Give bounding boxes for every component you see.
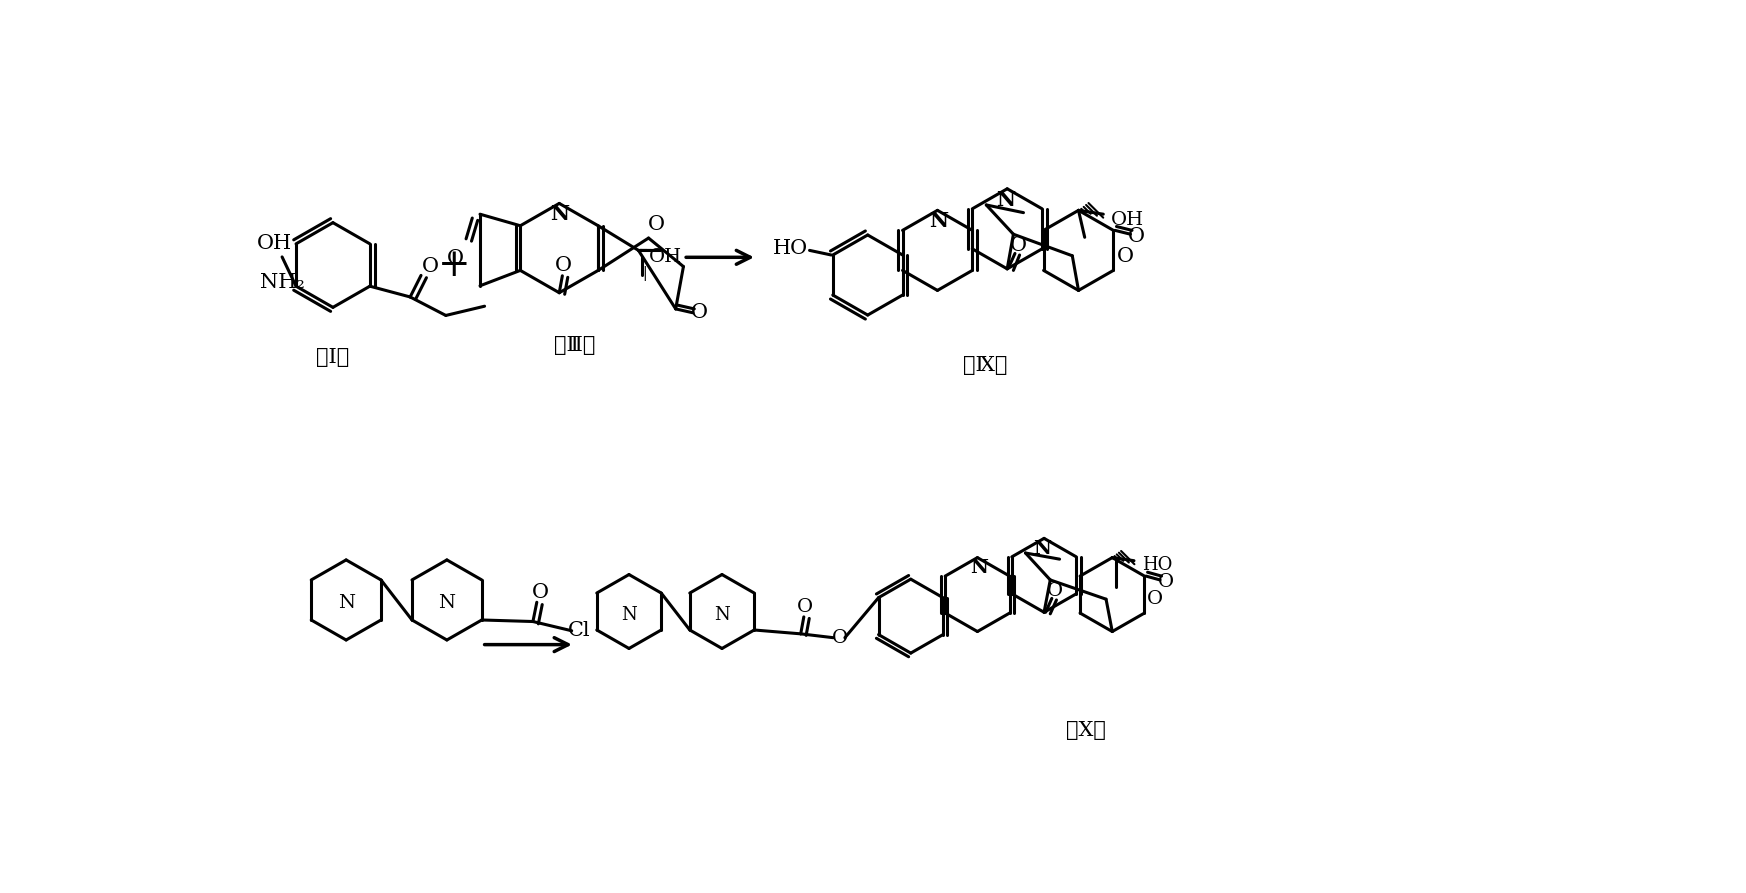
Text: +: + <box>438 246 471 283</box>
Text: OH: OH <box>650 247 683 265</box>
Text: （X）: （X） <box>1067 722 1107 740</box>
Text: N: N <box>971 559 988 578</box>
Text: OH: OH <box>257 234 292 254</box>
Text: O: O <box>447 249 464 269</box>
Text: O: O <box>1147 590 1163 608</box>
Text: （Ⅲ）: （Ⅲ） <box>553 337 595 355</box>
Text: HO: HO <box>773 239 808 258</box>
Text: O: O <box>1158 573 1175 591</box>
Text: O: O <box>1048 581 1063 600</box>
Text: O: O <box>423 256 438 276</box>
Text: N: N <box>714 605 730 623</box>
Text: Cl: Cl <box>567 622 590 640</box>
Text: O: O <box>690 304 707 322</box>
Text: O: O <box>1116 247 1133 266</box>
Text: N: N <box>337 594 354 612</box>
Text: NH₂: NH₂ <box>260 273 304 292</box>
Text: OH: OH <box>1110 211 1144 229</box>
Text: O: O <box>555 256 571 275</box>
Text: HO: HO <box>1142 556 1172 574</box>
Text: O: O <box>1128 227 1145 246</box>
Text: N: N <box>929 211 948 231</box>
Text: O: O <box>1009 237 1027 255</box>
Text: （I）: （I） <box>316 348 349 367</box>
Text: O: O <box>796 598 812 616</box>
Text: |: | <box>643 266 648 281</box>
Text: （Ⅸ）: （Ⅸ） <box>964 355 1007 374</box>
Text: N: N <box>995 189 1014 210</box>
Text: O: O <box>533 583 550 602</box>
Text: O: O <box>648 214 665 234</box>
Text: N: N <box>438 594 456 612</box>
Text: N: N <box>550 204 569 224</box>
Text: N: N <box>622 605 637 623</box>
Text: N: N <box>1034 540 1051 558</box>
Text: O: O <box>831 629 847 647</box>
